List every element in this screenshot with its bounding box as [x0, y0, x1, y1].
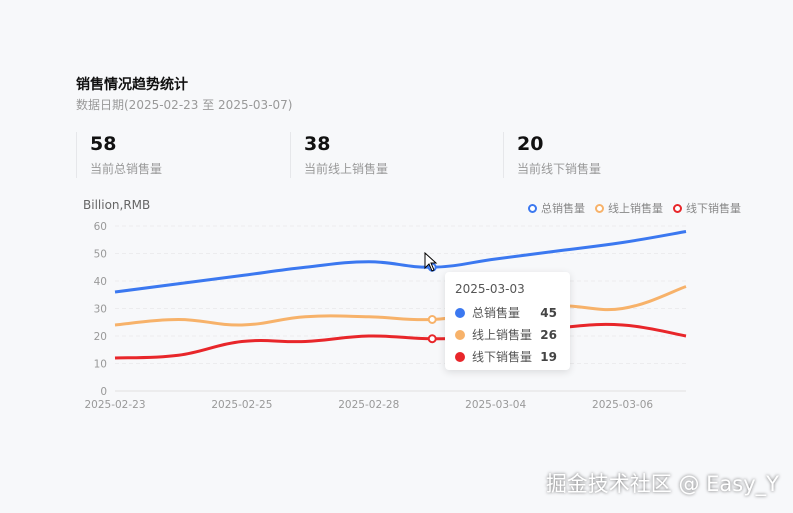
tooltip-row-online: 线上销售量 26	[455, 326, 565, 343]
series-dot-icon	[455, 329, 465, 340]
y-tick-label: 30	[94, 304, 107, 316]
highlight-point	[427, 334, 437, 344]
legend-label: 线下销售量	[686, 202, 741, 215]
date-range-subtitle: 数据日期(2025-02-23 至 2025-03-07)	[76, 98, 293, 112]
stat-online: 38 当前线上销售量	[290, 132, 388, 178]
legend-circle-icon	[528, 203, 537, 213]
tooltip-value: 45	[540, 305, 557, 320]
legend-item-total[interactable]: 总销售量	[528, 200, 585, 216]
y-tick-label: 20	[94, 331, 107, 343]
x-tick-label: 2025-02-28	[338, 399, 399, 411]
stat-value: 20	[517, 133, 544, 155]
legend-item-offline[interactable]: 线下销售量	[673, 200, 741, 216]
stat-total: 58 当前总销售量	[76, 132, 162, 178]
x-tick-label: 2025-02-23	[84, 399, 145, 411]
chart-tooltip: 2025-03-03 总销售量 45 线上销售量 26 线下销售量 19	[445, 272, 570, 370]
stat-offline: 20 当前线下销售量	[503, 132, 601, 178]
tooltip-row-offline: 线下销售量 19	[455, 348, 565, 365]
tooltip-row-total: 总销售量 45	[455, 304, 565, 321]
legend-item-online[interactable]: 线上销售量	[595, 200, 663, 216]
y-tick-label: 50	[94, 249, 107, 261]
series-dot-icon	[455, 307, 465, 318]
stat-label: 当前总销售量	[90, 162, 163, 176]
y-tick-label: 10	[94, 359, 107, 371]
tooltip-value: 26	[540, 327, 557, 342]
y-tick-label: 60	[94, 221, 107, 233]
stat-value: 58	[90, 133, 117, 155]
stat-value: 38	[304, 133, 331, 155]
highlight-point	[427, 315, 437, 324]
stat-label: 当前线上销售量	[304, 162, 389, 176]
x-tick-label: 2025-02-25	[211, 399, 272, 411]
y-tick-label: 0	[100, 386, 107, 398]
tooltip-series-name: 总销售量	[472, 306, 521, 320]
tooltip-date: 2025-03-03	[455, 282, 525, 296]
series-line-1	[114, 285, 687, 327]
legend-label: 线上销售量	[608, 202, 663, 215]
legend-circle-icon	[673, 203, 682, 213]
x-tick-label: 2025-03-04	[465, 399, 526, 411]
tooltip-series-name: 线上销售量	[472, 328, 533, 342]
y-tick-label: 40	[94, 276, 107, 288]
chart-legend: 总销售量 线上销售量 线下销售量	[528, 200, 741, 216]
page-title: 销售情况趋势统计	[76, 77, 188, 93]
legend-circle-icon	[595, 203, 604, 213]
series-line-2	[114, 322, 687, 360]
watermark: 掘金技术社区 @ Easy_Y	[545, 472, 779, 496]
tooltip-series-name: 线下销售量	[472, 350, 533, 364]
tooltip-value: 19	[540, 349, 557, 364]
x-tick-label: 2025-03-06	[592, 399, 653, 411]
series-dot-icon	[455, 351, 465, 362]
series-line-0	[114, 230, 687, 294]
stat-label: 当前线下销售量	[517, 162, 602, 176]
legend-label: 总销售量	[541, 202, 585, 215]
mouse-cursor-icon	[424, 252, 438, 272]
y-axis-unit: Billion,RMB	[83, 198, 151, 212]
